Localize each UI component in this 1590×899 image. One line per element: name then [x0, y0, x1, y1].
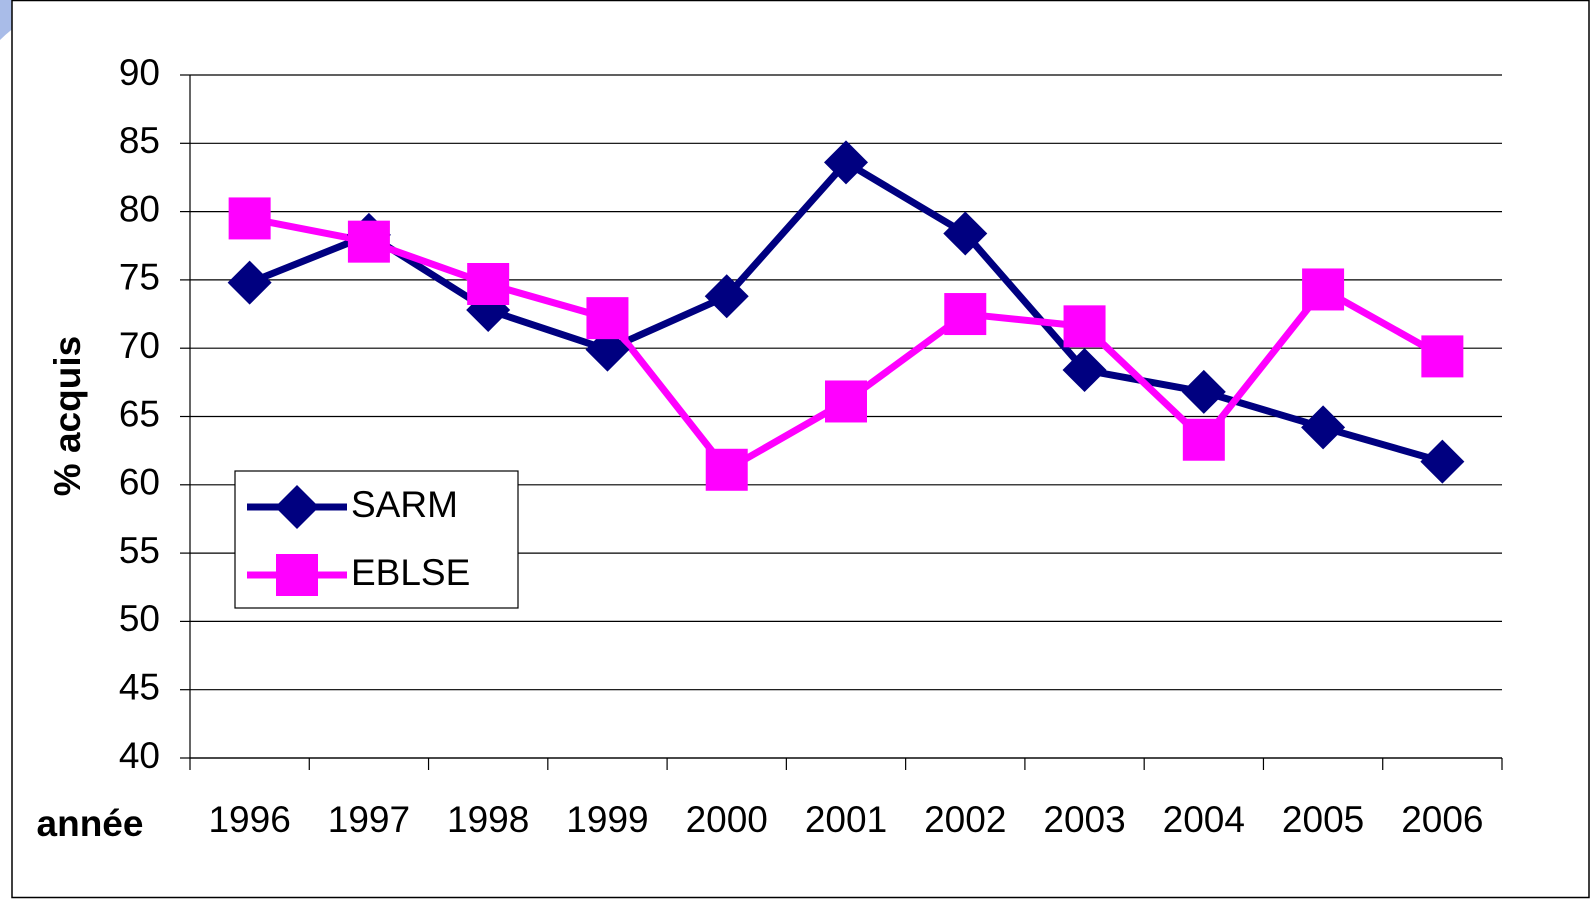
data-point — [943, 211, 988, 256]
y-tick-label: 85 — [119, 120, 160, 161]
data-point — [227, 260, 272, 305]
x-axis-label: année — [37, 803, 144, 844]
x-tick-label: 2006 — [1401, 799, 1483, 840]
data-point — [704, 274, 749, 319]
x-tick-label: 2000 — [686, 799, 768, 840]
legend-label: SARM — [351, 484, 458, 525]
data-point — [1421, 335, 1464, 378]
x-tick-label: 1996 — [208, 799, 290, 840]
y-tick-label: 65 — [119, 393, 160, 434]
data-point — [586, 297, 629, 340]
data-point — [228, 197, 271, 240]
y-tick-label: 45 — [119, 666, 160, 707]
data-point — [1181, 369, 1226, 414]
x-tick-label: 2002 — [924, 799, 1006, 840]
x-tick-label: 2004 — [1163, 799, 1245, 840]
data-point — [1063, 305, 1106, 348]
data-point — [705, 448, 748, 491]
data-point — [1062, 348, 1107, 393]
legend-marker — [275, 485, 319, 529]
data-point — [944, 293, 987, 336]
x-tick-label: 1999 — [566, 799, 648, 840]
data-point — [1182, 418, 1225, 461]
data-point — [825, 380, 867, 423]
legend-marker — [276, 554, 318, 596]
y-tick-label: 55 — [119, 530, 160, 571]
data-point — [467, 262, 510, 305]
y-axis-label: % acquis — [47, 336, 88, 496]
data-point — [1302, 268, 1345, 311]
y-tick-label: 80 — [119, 188, 160, 229]
y-tick-label: 40 — [119, 735, 160, 776]
y-tick-label: 60 — [119, 462, 160, 503]
x-tick-label: 2005 — [1282, 799, 1364, 840]
y-tick-label: 75 — [119, 257, 160, 298]
x-tick-label: 1998 — [447, 799, 529, 840]
y-tick-label: 90 — [119, 52, 160, 93]
data-point — [1301, 405, 1346, 450]
x-tick-label: 2003 — [1043, 799, 1125, 840]
y-tick-label: 50 — [119, 598, 160, 639]
legend-label: EBLSE — [351, 552, 470, 593]
y-tick-label: 70 — [119, 325, 160, 366]
data-point — [824, 140, 868, 185]
data-point — [1420, 439, 1465, 484]
chart-frame — [11, 0, 1590, 899]
x-tick-label: 1997 — [328, 799, 410, 840]
x-tick-label: 2001 — [805, 799, 887, 840]
data-point — [347, 220, 390, 263]
